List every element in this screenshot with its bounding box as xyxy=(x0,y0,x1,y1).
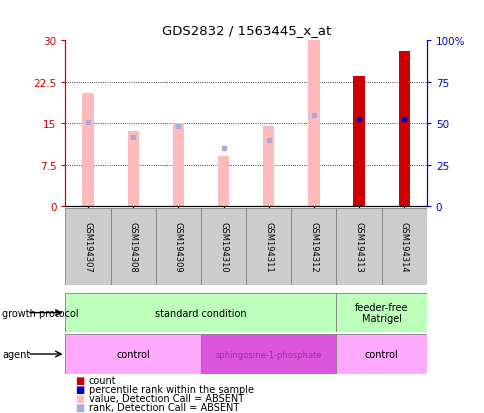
Bar xyxy=(308,41,319,207)
Bar xyxy=(127,132,138,206)
Text: GSM194309: GSM194309 xyxy=(174,221,182,272)
Text: GSM194311: GSM194311 xyxy=(264,221,272,272)
Title: GDS2832 / 1563445_x_at: GDS2832 / 1563445_x_at xyxy=(161,24,330,37)
Bar xyxy=(336,209,381,285)
Bar xyxy=(200,209,245,285)
Text: control: control xyxy=(116,349,150,359)
Bar xyxy=(291,209,336,285)
Bar xyxy=(336,293,426,332)
Text: GSM194314: GSM194314 xyxy=(399,221,408,272)
Bar xyxy=(217,157,229,206)
Text: ■: ■ xyxy=(75,375,84,385)
Bar xyxy=(336,335,426,374)
Text: agent: agent xyxy=(2,349,30,359)
Bar xyxy=(82,94,93,206)
Bar xyxy=(155,209,200,285)
Text: GSM194307: GSM194307 xyxy=(83,221,92,272)
Bar xyxy=(245,209,291,285)
Text: sphingosine-1-phosphate: sphingosine-1-phosphate xyxy=(215,350,321,358)
Bar xyxy=(262,127,274,206)
Text: feeder-free
Matrigel: feeder-free Matrigel xyxy=(354,302,408,324)
Text: ■: ■ xyxy=(75,402,84,412)
Bar xyxy=(200,335,336,374)
Bar xyxy=(65,335,200,374)
Text: ■: ■ xyxy=(75,384,84,394)
Text: rank, Detection Call = ABSENT: rank, Detection Call = ABSENT xyxy=(89,402,239,412)
Bar xyxy=(65,293,336,332)
Bar xyxy=(381,209,426,285)
Text: percentile rank within the sample: percentile rank within the sample xyxy=(89,384,253,394)
Bar xyxy=(172,124,183,206)
Text: GSM194310: GSM194310 xyxy=(219,221,227,272)
Text: GSM194308: GSM194308 xyxy=(128,221,137,272)
Bar xyxy=(353,77,364,206)
Bar xyxy=(65,209,110,285)
Text: GSM194313: GSM194313 xyxy=(354,221,363,272)
Text: growth protocol: growth protocol xyxy=(2,308,79,318)
Text: GSM194312: GSM194312 xyxy=(309,221,318,272)
Bar xyxy=(110,209,155,285)
Text: value, Detection Call = ABSENT: value, Detection Call = ABSENT xyxy=(89,393,243,403)
Bar xyxy=(398,52,409,206)
Text: ■: ■ xyxy=(75,393,84,403)
Text: count: count xyxy=(89,375,116,385)
Text: control: control xyxy=(364,349,398,359)
Text: standard condition: standard condition xyxy=(155,308,246,318)
